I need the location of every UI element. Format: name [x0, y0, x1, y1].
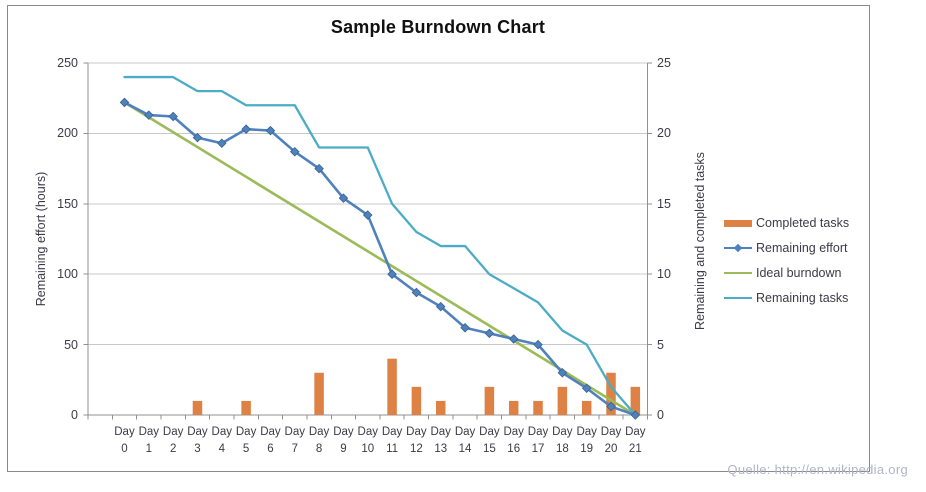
y-axis-right-title: Remaining and completed tasks	[693, 152, 707, 330]
remaining-effort-marker-day-4	[217, 138, 227, 149]
bar-completed-tasks-day-19	[581, 400, 592, 415]
remaining-effort-marker-day-8	[314, 163, 324, 174]
remaining-effort-swatch-icon	[724, 243, 752, 253]
remaining-effort-marker-day-1	[144, 110, 154, 120]
bar-completed-tasks-day-18	[557, 386, 568, 415]
y-axis-left-tick-label: 50	[64, 337, 78, 352]
y-axis-right-tick-label: 10	[657, 267, 671, 282]
legend: Completed tasks Remaining effort Ideal b…	[724, 216, 849, 305]
y-axis-left-tick-label: 200	[57, 126, 78, 141]
x-axis-day-label-14: Day 14	[454, 426, 476, 455]
chart-title: Sample Burndown Chart	[330, 17, 546, 37]
legend-item-remaining-tasks: Remaining tasks	[724, 291, 849, 305]
bar-completed-tasks-day-16	[508, 400, 519, 415]
remaining-effort-marker-day-0	[119, 97, 130, 108]
x-axis-day-label-18: Day 18	[552, 426, 573, 455]
bar-completed-tasks-day-15	[484, 386, 495, 415]
remaining-effort-marker-day-15	[484, 328, 495, 339]
remaining-tasks-line	[123, 75, 637, 417]
bar-completed-tasks-day-8	[314, 372, 324, 415]
x-axis-day-label-5: Day 5	[235, 426, 257, 455]
remaining-effort-marker-day-10	[362, 210, 373, 220]
chart-outer-border	[7, 5, 870, 472]
x-axis-day-label-21: Day 21	[625, 426, 646, 455]
remaining-tasks-swatch-icon	[724, 296, 752, 300]
y-axis-left-tick-label: 100	[57, 267, 78, 282]
ideal-burndown-swatch-icon	[724, 271, 752, 275]
bar-completed-tasks-day-21	[630, 386, 641, 415]
remaining-effort-marker-day-9	[338, 193, 349, 203]
legend-label: Remaining tasks	[756, 291, 849, 305]
x-axis-day-label-10: Day 10	[357, 426, 378, 455]
x-axis-day-label-3: Day 3	[187, 426, 208, 455]
remaining-effort-marker-day-13	[435, 301, 446, 312]
remaining-effort-marker-day-14	[460, 322, 470, 333]
x-axis-day-label-0: Day 0	[114, 426, 135, 455]
remaining-effort-marker-day-6	[265, 125, 276, 136]
remaining-effort-marker-day-12	[411, 287, 422, 298]
remaining-effort-marker-day-21	[630, 410, 641, 420]
y-axis-left-tick-label: 0	[71, 408, 78, 422]
legend-label: Ideal burndown	[756, 266, 842, 280]
y-axis-left-tick-label: 250	[57, 56, 78, 70]
bar-completed-tasks-day-11	[387, 358, 397, 415]
remaining-effort-marker-day-7	[290, 146, 300, 157]
bar-completed-tasks-day-3	[192, 400, 203, 415]
remaining-effort-marker-day-20	[606, 401, 616, 412]
x-axis-day-label-2: Day 2	[162, 426, 184, 455]
x-axis-day-label-8: Day 8	[308, 426, 330, 455]
legend-item-completed-tasks: Completed tasks	[724, 216, 849, 230]
y-axis-right-tick-label: 15	[657, 196, 671, 211]
x-axis-day-label-19: Day 19	[576, 426, 597, 455]
bar-completed-tasks-day-13	[435, 400, 446, 415]
x-axis-day-label-20: Day 20	[600, 426, 622, 455]
attribution-source-text: Quelle: http://en.wikipedia.org	[727, 462, 908, 477]
legend-item-remaining-effort: Remaining effort	[724, 241, 849, 255]
y-axis-right-tick-label: 25	[657, 56, 671, 70]
x-axis-day-label-6: Day 6	[260, 426, 281, 455]
x-axis-day-label-12: Day 12	[406, 426, 427, 455]
legend-label: Completed tasks	[756, 216, 850, 230]
x-axis-day-label-17: Day 17	[527, 426, 549, 455]
remaining-effort-line	[123, 101, 637, 417]
remaining-effort-marker-day-19	[581, 383, 592, 394]
remaining-effort-marker-day-2	[168, 111, 178, 122]
y-axis-left-title: Remaining effort (hours)	[34, 171, 48, 307]
y-axis-right-tick-label: 20	[657, 126, 671, 141]
remaining-effort-marker-day-18	[557, 367, 568, 378]
x-axis-day-label-9: Day 9	[333, 426, 354, 455]
remaining-effort-marker-day-5	[241, 124, 251, 134]
bar-completed-tasks-day-20	[606, 372, 616, 415]
bar-completed-tasks-day-12	[411, 386, 422, 415]
remaining-effort-marker-day-3	[192, 132, 203, 143]
remaining-effort-marker-day-11	[387, 269, 397, 279]
x-axis-day-label-15: Day 15	[479, 426, 500, 455]
remaining-effort-marker-day-17	[533, 339, 543, 350]
x-axis-day-label-4: Day 4	[211, 426, 232, 455]
remaining-effort-marker-day-16	[508, 334, 519, 344]
y-axis-left-tick-label: 150	[57, 196, 78, 211]
bar-completed-tasks-day-17	[533, 400, 543, 415]
bar-completed-tasks-day-5	[241, 400, 251, 415]
diamond-marker-icon	[733, 243, 743, 253]
ideal-burndown-line	[123, 101, 637, 417]
completed-tasks-swatch-icon	[724, 219, 752, 227]
x-axis-day-label-13: Day 13	[430, 426, 451, 455]
y-axis-right-tick-label: 0	[657, 408, 664, 422]
legend-item-ideal-burndown: Ideal burndown	[724, 266, 849, 280]
x-axis-day-label-11: Day 11	[381, 426, 403, 455]
y-axis-right-tick-label: 5	[657, 337, 664, 352]
x-axis-day-label-7: Day 7	[284, 426, 305, 455]
x-axis-day-label-1: Day 1	[138, 426, 160, 455]
x-axis-day-label-16: Day 16	[503, 426, 524, 455]
legend-label: Remaining effort	[756, 241, 848, 255]
